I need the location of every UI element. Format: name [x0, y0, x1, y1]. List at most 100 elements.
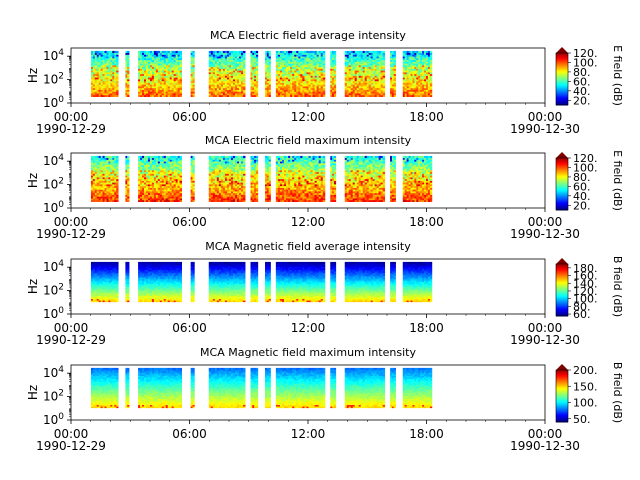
heatmap-cell [306, 82, 309, 85]
heatmap-cell [208, 66, 212, 69]
heatmap-cell [210, 71, 214, 75]
heatmap-cell [114, 66, 117, 69]
heatmap-cell [310, 61, 313, 64]
heatmap-cell [266, 59, 270, 62]
heatmap-cell [308, 59, 311, 62]
heatmap-cell [294, 63, 297, 66]
heatmap-cell [153, 93, 157, 96]
heatmap-cell [210, 68, 214, 71]
heatmap-cell [192, 50, 195, 54]
heatmap-cell [304, 57, 307, 61]
heatmap-cell [275, 87, 279, 90]
heatmap-cell [138, 77, 141, 80]
heatmap-cell [144, 54, 147, 57]
heatmap-cell [252, 77, 255, 80]
heatmap-cell [239, 93, 242, 96]
heatmap-cell [214, 52, 218, 55]
heatmap-cell [214, 86, 218, 89]
heatmap-cell [284, 89, 287, 92]
heatmap-cell [140, 63, 143, 66]
heatmap-cell [147, 91, 151, 94]
heatmap-cell [286, 57, 289, 61]
heatmap-cell [294, 77, 297, 80]
heatmap-cell [239, 79, 242, 82]
heatmap-cell [149, 59, 153, 62]
x-tick-label: 12:00 [291, 110, 326, 124]
heatmap-cell [94, 50, 98, 54]
heatmap-cell [144, 94, 147, 97]
heatmap-cell [292, 59, 295, 62]
heatmap-cell [208, 64, 212, 68]
heatmap-cell [294, 94, 297, 97]
heatmap-cell [177, 79, 181, 82]
heatmap-cell [393, 50, 396, 54]
heatmap-cell [296, 68, 299, 71]
heatmap-cell [286, 70, 289, 73]
heatmap-cell [252, 79, 255, 82]
heatmap-cell [316, 68, 320, 71]
heatmap-cell [228, 94, 232, 97]
heatmap-cell [110, 70, 113, 73]
heatmap-cell [316, 77, 320, 80]
heatmap-cell [161, 75, 165, 78]
heatmap-cell [138, 56, 141, 59]
heatmap-cell [284, 73, 287, 76]
heatmap-cell [218, 56, 222, 59]
heatmap-cell [151, 82, 155, 85]
heatmap-cell [284, 50, 287, 54]
heatmap-cell [216, 89, 220, 92]
heatmap-cell [159, 86, 163, 89]
heatmap-cell [144, 59, 147, 62]
heatmap-cell [169, 94, 173, 97]
heatmap-cell [281, 59, 285, 62]
heatmap-cell [265, 54, 268, 57]
heatmap-cell [220, 64, 224, 68]
heatmap-cell [210, 75, 214, 78]
heatmap-cell [190, 75, 193, 78]
heatmap-cell [110, 66, 113, 69]
heatmap-cell [318, 70, 322, 73]
heatmap-cell [250, 54, 253, 57]
heatmap-cell [236, 91, 240, 94]
heatmap-cell [304, 84, 307, 87]
heatmap-cell [177, 82, 181, 85]
heatmap-cell [268, 93, 271, 96]
heatmap-cell [241, 79, 244, 82]
heatmap-cell [226, 79, 230, 82]
heatmap-cell [302, 70, 305, 73]
heatmap-cell [165, 68, 169, 71]
heatmap-cell [218, 89, 222, 92]
heatmap-cell [192, 84, 195, 87]
heatmap-cell [142, 64, 145, 68]
heatmap-cell [90, 56, 94, 59]
heatmap-cell [333, 50, 337, 54]
heatmap-cell [110, 94, 113, 97]
heatmap-cell [284, 66, 287, 69]
heatmap-cell [153, 61, 157, 64]
heatmap-cell [173, 52, 177, 55]
heatmap-cell [94, 79, 98, 82]
heatmap-cell [220, 82, 224, 85]
heatmap-cell [318, 82, 322, 85]
heatmap-cell [142, 80, 145, 83]
heatmap-cell [175, 91, 179, 94]
heatmap-cell [222, 52, 226, 55]
heatmap-cell [266, 61, 270, 64]
heatmap-cell [277, 50, 281, 54]
heatmap-cell [314, 63, 318, 66]
heatmap-cell [112, 91, 115, 94]
heatmap-cell [140, 86, 143, 89]
heatmap-cell [102, 93, 105, 96]
heatmap-cell [232, 64, 236, 68]
heatmap-cell [275, 89, 279, 92]
heatmap-cell [147, 89, 151, 92]
heatmap-cell [302, 93, 305, 96]
heatmap-cell [177, 94, 181, 97]
heatmap-cell [318, 77, 322, 80]
heatmap-cell [114, 93, 117, 96]
heatmap-cell [210, 59, 214, 62]
heatmap-cell [239, 77, 242, 80]
heatmap-cell [125, 82, 128, 85]
heatmap-cell [224, 84, 228, 87]
heatmap-cell [159, 71, 163, 75]
